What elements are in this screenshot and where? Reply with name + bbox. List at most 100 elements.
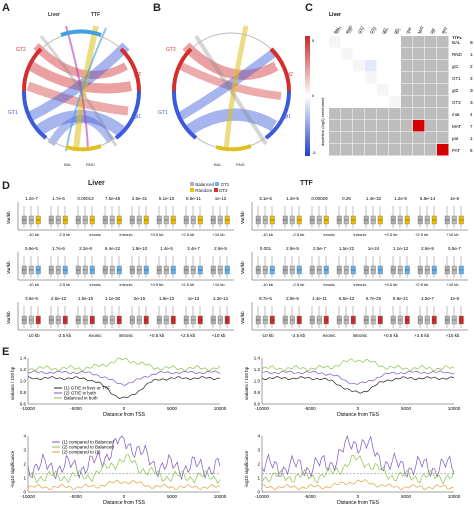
chord-a-label-gt1: GT1 bbox=[8, 110, 18, 116]
heatmap-cell bbox=[401, 144, 413, 156]
panel-d-xlabel: -10 kb bbox=[261, 333, 274, 338]
heatmap-row-label: PAT bbox=[452, 148, 460, 153]
chord-a-arc-gt2-right bbox=[119, 47, 141, 92]
panel-e-ytick: 4 bbox=[257, 434, 260, 439]
panel-d-pvalue: 2.2e-8 bbox=[79, 246, 92, 251]
panel-e-xlabel: Distance from TSS bbox=[103, 412, 146, 418]
heatmap-col-count: 303 bbox=[383, 27, 389, 34]
chord-a-arc-gt1-right bbox=[114, 90, 142, 140]
panel-d-pvalue: 5.8e-14 bbox=[420, 196, 436, 201]
heatmap-cell bbox=[425, 84, 437, 96]
heatmap-cell bbox=[437, 144, 449, 156]
panel-d-pvalue: 3.4e-7 bbox=[187, 246, 200, 251]
panel-d-boxplots: Var/kb 1.2e-7 1.7e-6 0.00013 7.5e-48 2.6e-31 5… bbox=[6, 196, 468, 338]
panel-d-xlabel: +2.5 kb bbox=[415, 282, 429, 287]
heatmap-row-label: GT1 bbox=[452, 76, 461, 81]
panel-d-pvalue: 6.5e-13 bbox=[339, 296, 355, 301]
heatmap-cell bbox=[377, 60, 389, 72]
panel-d-pvalue: 1.7e-6 bbox=[52, 246, 65, 251]
heatmap-cell bbox=[353, 108, 365, 120]
panel-d-pvalue: 1e-8 bbox=[450, 196, 460, 201]
heatmap-cell bbox=[389, 144, 401, 156]
panel-e-series bbox=[28, 453, 221, 485]
heatmap-row-label: BAL bbox=[452, 40, 461, 45]
heatmap-cell bbox=[329, 96, 341, 108]
panel-e-series bbox=[27, 479, 221, 491]
panel-d-xlabel: exonic bbox=[323, 282, 335, 287]
panel-e-series bbox=[261, 434, 455, 478]
panel-d-pvalue: 1.1e-30 bbox=[105, 296, 121, 301]
chord-b-links bbox=[178, 25, 282, 152]
heatmap-col-label: mat bbox=[405, 25, 413, 34]
chord-b-label-gt2: GT2 bbox=[166, 47, 176, 53]
chord-a-label-gt1-lower: gt1 bbox=[134, 114, 141, 120]
panel-d-pvalue: 1e-24 bbox=[368, 246, 380, 251]
heatmap-cell bbox=[365, 48, 377, 60]
panel-d-xlabel: -2.5 kb bbox=[291, 333, 305, 338]
panel-e-xtick: 0 bbox=[357, 406, 360, 411]
legend-gt1: GT1 bbox=[220, 182, 230, 187]
panel-d-pvalue: 1.7e-6 bbox=[52, 196, 65, 201]
heatmap-cell bbox=[389, 132, 401, 144]
heatmap-cell bbox=[377, 120, 389, 132]
heatmap-cell bbox=[341, 108, 353, 120]
panel-d-xlabel: exonic bbox=[323, 333, 337, 338]
heatmap-row-label: MAT bbox=[452, 124, 461, 129]
heatmap-cell bbox=[425, 108, 437, 120]
panel-e-xtick: -10000 bbox=[255, 494, 270, 499]
heatmap-cell bbox=[377, 96, 389, 108]
panel-d-pvalue: 1.6e-15 bbox=[78, 296, 94, 301]
panel-e-ylabel: variants / 150 bp bbox=[244, 366, 249, 400]
heatmap-cell bbox=[437, 120, 449, 132]
panel-e-series bbox=[261, 455, 455, 485]
panel-e-xtick: 0 bbox=[123, 494, 126, 499]
panel-d-pvalue: 6.4e-22 bbox=[105, 246, 121, 251]
panel-d-xlabel: -10 kb bbox=[27, 333, 40, 338]
chord-b-arc-bal bbox=[215, 144, 252, 152]
panel-e-xtick: -5000 bbox=[70, 494, 82, 499]
panel-e-ytick: 1.2 bbox=[20, 367, 27, 372]
chord-b-label-rnd: RND bbox=[236, 162, 245, 167]
chord-diagram-b: GT2 gt2 GT1 gt1 BAL RND bbox=[158, 25, 293, 167]
panel-d-xlabel: +10 kb bbox=[213, 232, 226, 237]
panel-d-pvalue: 6.7e-25 bbox=[366, 296, 382, 301]
chord-b-arc-gt2-right bbox=[269, 47, 291, 92]
panel-d-pvalue: 1.4e-5 bbox=[160, 246, 173, 251]
heatmap-row-label: gt1 bbox=[452, 64, 459, 69]
legend-swatch-random bbox=[190, 188, 194, 192]
panel-d-xlabel: -2.5 kb bbox=[58, 232, 71, 237]
chord-diagram-a: Liver TTF GT2 gt2 GT1 gt1 BAL RND bbox=[8, 12, 142, 167]
heatmap-cell bbox=[437, 48, 449, 60]
heatmap-cell bbox=[437, 108, 449, 120]
panel-d-xlabel: exonic bbox=[89, 282, 101, 287]
panel-e-ytick: 1.4 bbox=[20, 356, 27, 361]
panel-e-series bbox=[27, 376, 221, 399]
chord-b-arc-gt2 bbox=[171, 47, 193, 92]
heatmap-cell bbox=[341, 132, 353, 144]
heatmap-cell bbox=[437, 60, 449, 72]
panel-e-series bbox=[261, 479, 455, 491]
heatmap-cell bbox=[425, 96, 437, 108]
chord-a-label-gt2-lower: gt2 bbox=[134, 72, 141, 78]
heatmap-cell bbox=[353, 96, 365, 108]
heatmap-row-count: 7 bbox=[470, 124, 473, 129]
panel-d-legend: Balanced GT1 Random GT2 bbox=[190, 182, 229, 194]
panel-e-series bbox=[27, 435, 221, 481]
panel-e-ytick: 2 bbox=[23, 462, 26, 467]
panel-e-series bbox=[261, 358, 455, 372]
panel-d-xlabel: -2.5 kb bbox=[58, 282, 71, 287]
heatmap-cell bbox=[353, 144, 365, 156]
heatmap-col-count: 4 bbox=[407, 31, 411, 35]
panel-d-pvalue: 2.5e-7 bbox=[313, 246, 326, 251]
chord-b-label-bal: BAL bbox=[214, 162, 222, 167]
heatmap-cell bbox=[341, 144, 353, 156]
panel-e-xtick: -10000 bbox=[21, 406, 36, 411]
panel-d-xlabel: +0.5 kb bbox=[150, 232, 164, 237]
panel-d-pvalue: 2.6e-12 bbox=[51, 296, 67, 301]
heatmap-cell bbox=[389, 96, 401, 108]
panel-e-ytick: 1.4 bbox=[254, 356, 261, 361]
heatmap-cell bbox=[437, 96, 449, 108]
heatmap-cell bbox=[437, 72, 449, 84]
heatmap-row-label: RND bbox=[452, 52, 462, 57]
panel-d-ylabel: Var/kb bbox=[240, 311, 245, 324]
